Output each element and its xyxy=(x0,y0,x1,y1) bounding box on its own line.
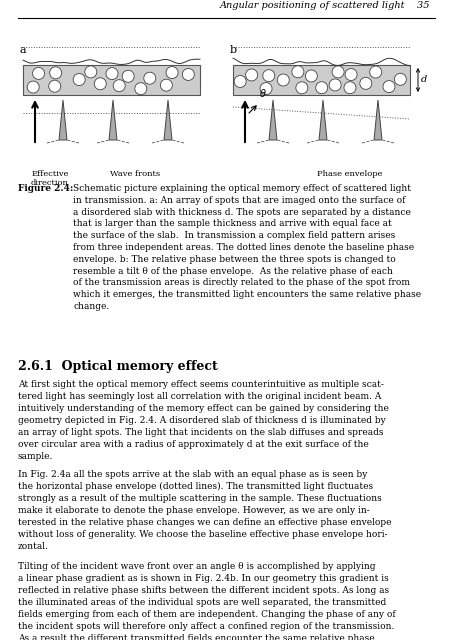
Circle shape xyxy=(85,66,97,78)
Circle shape xyxy=(106,68,118,79)
Circle shape xyxy=(316,82,328,93)
Circle shape xyxy=(113,79,125,92)
Polygon shape xyxy=(59,100,67,140)
Text: In Fig. 2.4a all the spots arrive at the slab with an equal phase as is seen by
: In Fig. 2.4a all the spots arrive at the… xyxy=(18,470,391,551)
Text: At first sight the optical memory effect seems counterintuitive as multiple scat: At first sight the optical memory effect… xyxy=(18,380,389,461)
Circle shape xyxy=(144,72,156,84)
Circle shape xyxy=(182,68,194,81)
Circle shape xyxy=(27,81,39,93)
Bar xyxy=(23,65,200,95)
Text: Schematic picture explaining the optical memory effect of scattered light
in tra: Schematic picture explaining the optical… xyxy=(73,184,421,311)
Circle shape xyxy=(49,80,61,92)
Circle shape xyxy=(383,81,395,93)
Circle shape xyxy=(122,70,134,83)
Circle shape xyxy=(160,79,172,91)
Circle shape xyxy=(292,66,304,78)
Text: Effective
direction: Effective direction xyxy=(31,170,69,187)
Circle shape xyxy=(329,79,341,91)
Text: a: a xyxy=(20,45,27,55)
Text: Angular positioning of scattered light    35: Angular positioning of scattered light 3… xyxy=(220,1,430,10)
Circle shape xyxy=(332,66,344,78)
Circle shape xyxy=(234,76,246,88)
Circle shape xyxy=(246,69,258,81)
Circle shape xyxy=(370,66,382,78)
Circle shape xyxy=(135,83,147,95)
Circle shape xyxy=(360,77,372,90)
Circle shape xyxy=(73,74,85,86)
Circle shape xyxy=(345,68,357,81)
Circle shape xyxy=(344,82,356,93)
Text: b: b xyxy=(230,45,237,55)
Circle shape xyxy=(50,67,62,79)
Circle shape xyxy=(94,77,106,90)
Circle shape xyxy=(277,74,289,86)
Circle shape xyxy=(395,74,406,85)
Text: Wave fronts: Wave fronts xyxy=(110,170,160,178)
Bar xyxy=(233,65,410,95)
Circle shape xyxy=(260,83,272,95)
Text: Figure 2.4:: Figure 2.4: xyxy=(18,184,73,193)
Text: Tilting of the incident wave front over an angle θ is accomplished by applying
a: Tilting of the incident wave front over … xyxy=(18,562,395,640)
Text: d: d xyxy=(421,76,427,84)
Circle shape xyxy=(263,70,275,82)
Polygon shape xyxy=(164,100,172,140)
Polygon shape xyxy=(109,100,117,140)
Text: Phase envelope: Phase envelope xyxy=(317,170,383,178)
Polygon shape xyxy=(319,100,327,140)
Circle shape xyxy=(166,67,178,79)
Text: $\theta$: $\theta$ xyxy=(259,87,267,99)
Text: 2.6.1  Optical memory effect: 2.6.1 Optical memory effect xyxy=(18,360,218,373)
Polygon shape xyxy=(374,100,382,140)
Circle shape xyxy=(33,67,44,79)
Circle shape xyxy=(305,70,318,82)
Polygon shape xyxy=(269,100,277,140)
Circle shape xyxy=(296,82,308,94)
